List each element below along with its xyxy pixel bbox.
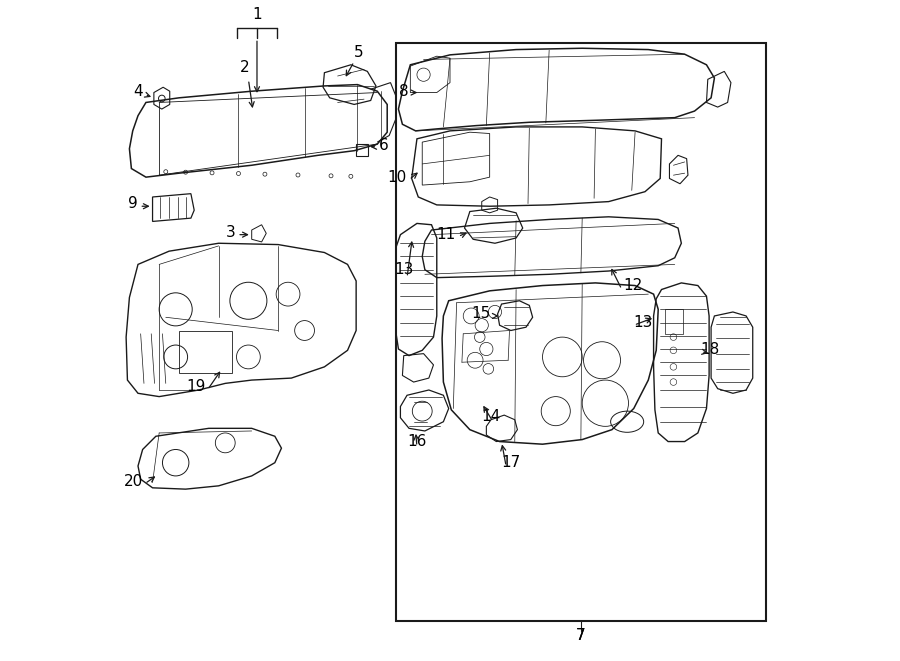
Text: 12: 12 [623,278,643,293]
Bar [396,43,766,621]
Text: 7: 7 [576,629,586,643]
Text: 17: 17 [501,455,520,470]
Text: 14: 14 [482,409,500,424]
Text: 9: 9 [129,196,138,211]
Text: 18: 18 [700,342,719,356]
Text: 10: 10 [388,170,407,184]
Text: 6: 6 [379,138,389,153]
Text: 13: 13 [394,262,413,277]
Text: 4: 4 [133,84,142,98]
Text: 20: 20 [123,474,142,488]
Text: 8: 8 [400,84,409,98]
Text: 7: 7 [576,629,586,643]
Text: 5: 5 [354,46,364,60]
Text: 15: 15 [472,307,491,321]
Text: 3: 3 [225,225,235,240]
Text: 1: 1 [252,7,262,22]
Bar [179,330,232,373]
Text: 19: 19 [186,379,205,394]
Bar [665,309,683,334]
Text: 11: 11 [436,227,455,242]
Bar [356,144,368,156]
Text: 2: 2 [240,60,250,75]
Text: 13: 13 [634,315,653,330]
Text: 16: 16 [408,434,427,449]
